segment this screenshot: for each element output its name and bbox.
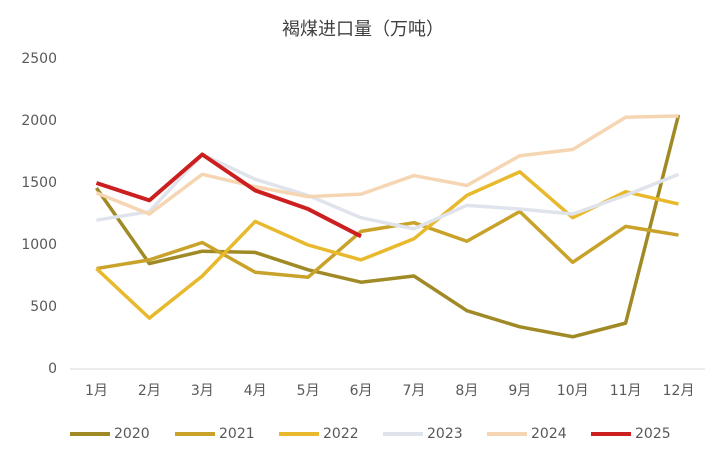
legend-label: 2020 (114, 426, 150, 442)
series-line (96, 152, 680, 231)
legend-label: 2021 (219, 426, 255, 442)
x-tick-label: 5月 (297, 383, 320, 399)
x-tick-label: 12月 (663, 383, 695, 399)
x-tick-label: 3月 (191, 383, 214, 399)
x-tick-label: 4月 (244, 383, 267, 399)
legend-label: 2022 (323, 426, 359, 442)
y-tick-label: 2500 (21, 51, 57, 67)
series-line (95, 170, 679, 320)
y-tick-label: 1500 (21, 175, 57, 191)
x-tick-label: 11月 (610, 383, 642, 399)
x-tick-label: 9月 (508, 383, 531, 399)
y-tick-label: 1000 (21, 237, 57, 253)
series-line (95, 152, 362, 239)
series-line (96, 209, 679, 279)
legend-label: 2023 (427, 426, 463, 442)
x-tick-label: 1月 (85, 383, 108, 399)
y-tick-label: 500 (30, 299, 57, 315)
series-line (95, 114, 679, 216)
series-line (95, 114, 681, 339)
x-tick-label: 10月 (557, 383, 589, 399)
y-tick-label: 2000 (21, 113, 57, 129)
x-tick-label: 2月 (138, 383, 161, 399)
y-tick-label: 0 (48, 361, 57, 377)
chart-title: 褐煤进口量（万吨） (282, 19, 444, 40)
legend-label: 2024 (531, 426, 567, 442)
x-tick-label: 6月 (350, 383, 373, 399)
x-tick-label: 8月 (455, 383, 478, 399)
legend-label: 2025 (635, 426, 671, 442)
x-tick-label: 7月 (402, 383, 425, 399)
